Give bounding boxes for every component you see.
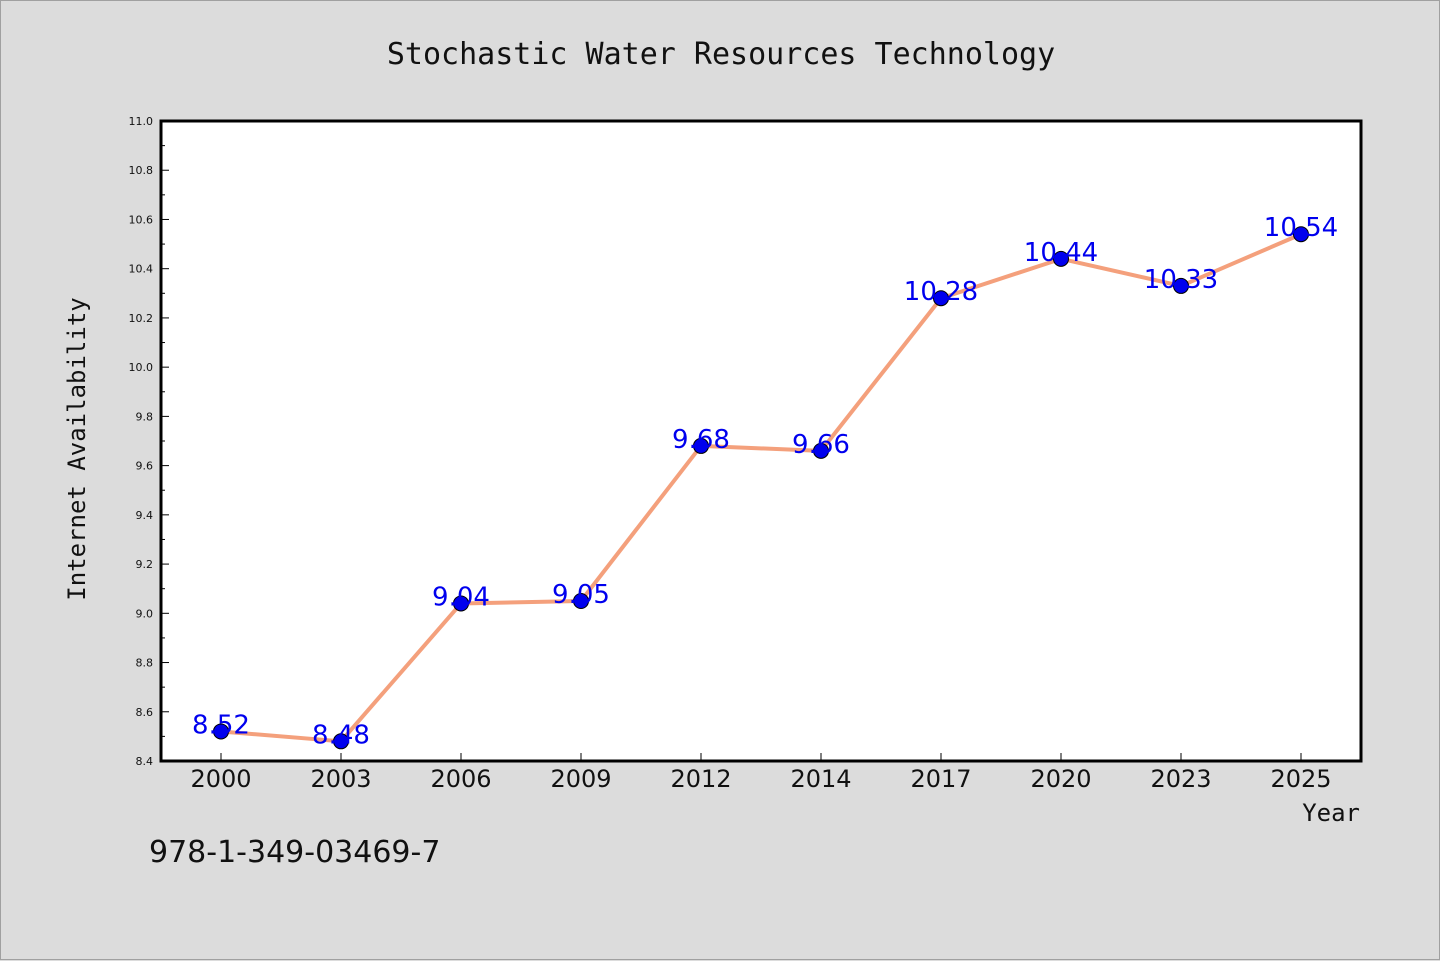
x-tick-label: 2006 bbox=[430, 765, 491, 793]
y-tick-label: 10.8 bbox=[129, 164, 154, 177]
x-axis-label: Year bbox=[1302, 799, 1360, 827]
chart-title: Stochastic Water Resources Technology bbox=[387, 37, 1055, 72]
y-tick-label: 9.2 bbox=[136, 558, 154, 571]
y-tick-label: 11.0 bbox=[129, 115, 154, 128]
plot-area bbox=[161, 121, 1361, 761]
axis-ticks: 8.4 8.6 8.8 9.0 9.2 9.4 9.6 9.8 10.0 10.2 10.4 10.6… bbox=[129, 115, 1332, 793]
data-label: 9.05 bbox=[552, 580, 610, 610]
x-tick-label: 2012 bbox=[670, 765, 731, 793]
data-label: 10.28 bbox=[904, 277, 978, 307]
data-label: 10.33 bbox=[1144, 265, 1218, 295]
y-tick-label: 10.4 bbox=[129, 263, 154, 276]
y-tick-label: 8.8 bbox=[136, 657, 154, 670]
x-tick-label: 2009 bbox=[550, 765, 611, 793]
x-tick-label: 2025 bbox=[1270, 765, 1331, 793]
data-point bbox=[1053, 250, 1069, 267]
series-line bbox=[220, 232, 1302, 744]
data-point bbox=[573, 593, 589, 609]
plot-border bbox=[159, 119, 1363, 763]
data-label: 9.66 bbox=[792, 430, 850, 460]
data-label: 10.44 bbox=[1024, 238, 1098, 268]
data-point bbox=[453, 595, 469, 612]
y-tick-label: 9.6 bbox=[136, 460, 154, 473]
data-point bbox=[333, 733, 349, 750]
x-tick-label: 2023 bbox=[1150, 765, 1211, 793]
data-point bbox=[213, 723, 229, 740]
data-point bbox=[813, 442, 829, 459]
y-axis-label: Internet Availability bbox=[63, 297, 91, 600]
data-point bbox=[1173, 277, 1189, 294]
data-label: 9.68 bbox=[672, 425, 730, 455]
x-tick-label: 2014 bbox=[790, 765, 851, 793]
y-tick-label: 9.0 bbox=[136, 607, 154, 620]
y-tick-label: 8.4 bbox=[136, 755, 154, 768]
isbn-label: 978-1-349-03469-7 bbox=[149, 835, 441, 870]
x-tick-label: 2003 bbox=[310, 765, 371, 793]
x-tick-label: 2017 bbox=[910, 765, 971, 793]
series-line-layer bbox=[220, 232, 1302, 744]
x-tick-label: 2000 bbox=[190, 765, 251, 793]
x-tick-label: 2020 bbox=[1030, 765, 1091, 793]
data-point bbox=[933, 290, 949, 307]
data-point bbox=[1293, 226, 1309, 243]
y-tick-label: 9.8 bbox=[136, 410, 154, 423]
y-tick-label: 8.6 bbox=[136, 706, 154, 719]
data-label: 9.04 bbox=[432, 582, 490, 612]
data-point bbox=[693, 437, 709, 454]
data-label: 10.54 bbox=[1264, 213, 1338, 243]
y-tick-label: 9.4 bbox=[136, 509, 154, 522]
data-labels-layer: 8.52 8.48 9.04 9.05 9.68 9.66 10.28 10.44 10.33 1… bbox=[192, 213, 1338, 750]
y-tick-label: 10.2 bbox=[129, 312, 154, 325]
y-tick-label: 10.0 bbox=[129, 361, 154, 374]
y-tick-label: 10.6 bbox=[129, 213, 154, 226]
markers-layer bbox=[213, 226, 1309, 750]
data-label: 8.48 bbox=[312, 720, 370, 750]
data-label: 8.52 bbox=[192, 710, 250, 740]
